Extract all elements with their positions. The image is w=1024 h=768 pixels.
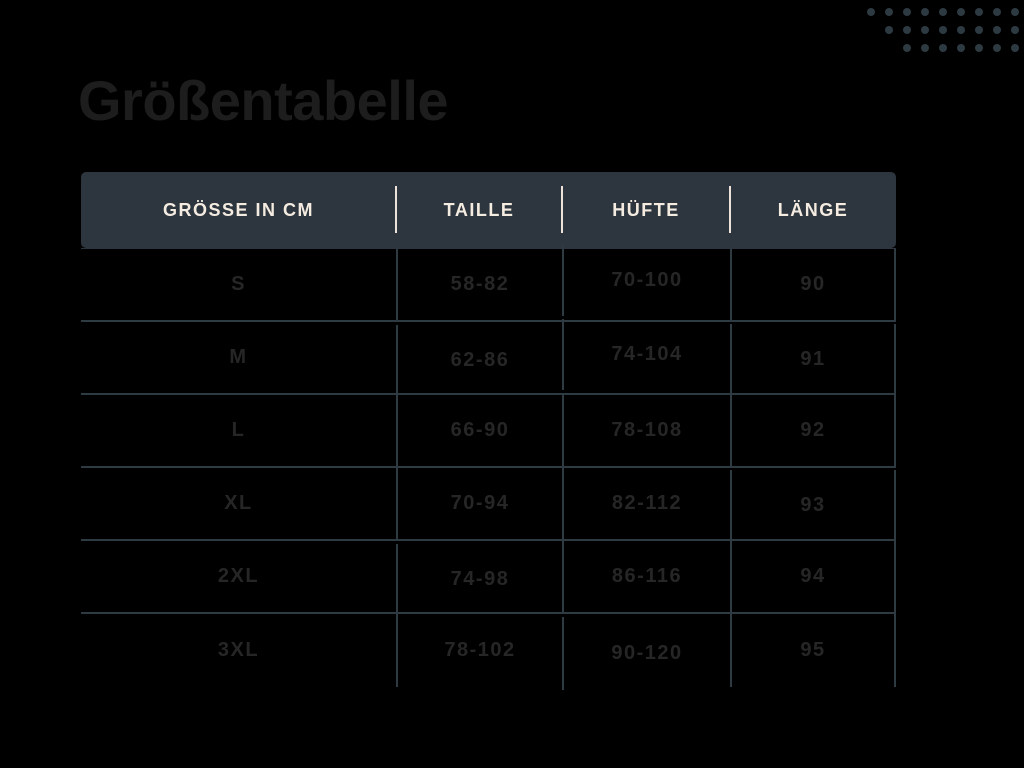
table-cell: 58-82 [396,249,562,320]
size-label-cell: M [229,346,248,368]
table-cell: 78-102 [396,614,562,687]
dot-icon [993,8,1001,16]
table-cell: 90 [730,249,896,320]
size-label-cell: 2XL [217,565,260,587]
header-divider [729,186,731,233]
table-cell: 70-100 [562,245,730,316]
header-cell: GRÖSSE IN CM [162,199,314,220]
table-cell: 70-94 [396,468,562,539]
dot-icon [885,8,893,16]
dot-icon [975,8,983,16]
table-row: 3XL 78-102 90-120 95 [81,614,896,690]
size-table: GRÖSSE IN CM TAILLE HÜFTE LÄNGE S 58-82 70-10… [81,172,896,690]
dot-icon [957,26,965,34]
dots-pattern [819,8,1019,62]
header-cell: HÜFTE [612,199,680,220]
header-divider [561,186,563,233]
dot-icon [885,26,893,34]
table-cell: 78-108 [562,395,730,466]
dot-icon [1011,44,1019,52]
dot-icon [939,44,947,52]
table-cell: 74-98 [396,544,562,615]
header-cell: LÄNGE [777,199,849,220]
page-title: Größentabelle [78,69,449,132]
dot-icon [921,26,929,34]
table-cell: 94 [730,541,896,612]
dot-icon [975,44,983,52]
table-body: S 58-82 70-100 90 M 62-86 74-104 91 L 66-90 78-108… [81,245,896,690]
dot-icon [1011,8,1019,16]
dot-icon [939,26,947,34]
table-cell: 62-86 [396,325,562,396]
dot-icon [993,44,1001,52]
table-cell: 93 [730,470,896,541]
dot-icon [903,44,911,52]
dot-row [819,8,1019,16]
table-cell: 66-90 [396,395,562,466]
table-cell: 82-112 [562,468,730,539]
size-label-cell: S [231,273,246,295]
table-row: XL 70-94 82-112 93 [81,468,896,541]
size-label-cell: L [231,419,246,441]
table-row: M 62-86 74-104 91 [81,319,896,396]
dot-icon [921,8,929,16]
table-row: L 66-90 78-108 92 [81,395,896,468]
dot-icon [867,8,875,16]
table-row: 2XL 74-98 86-116 94 [81,541,896,615]
dot-icon [975,26,983,34]
table-header: GRÖSSE IN CM TAILLE HÜFTE LÄNGE [81,172,896,248]
dot-icon [903,8,911,16]
table-cell: 95 [730,614,896,687]
table-row: S 58-82 70-100 90 [81,245,896,322]
dot-row [819,26,1019,34]
table-cell: 86-116 [562,541,730,612]
table-cell: 90-120 [562,617,730,690]
dot-icon [957,44,965,52]
table-cell: 91 [730,324,896,395]
dot-row [819,44,1019,52]
table-cell: 74-104 [562,319,730,390]
dot-icon [903,26,911,34]
dot-icon [993,26,1001,34]
dot-icon [957,8,965,16]
header-divider [395,186,397,233]
dot-icon [921,44,929,52]
header-cell: TAILLE [443,199,515,220]
table-cell: 92 [730,395,896,466]
dot-icon [939,8,947,16]
dot-icon [1011,26,1019,34]
size-label-cell: 3XL [217,639,260,661]
size-label-cell: XL [224,492,253,514]
